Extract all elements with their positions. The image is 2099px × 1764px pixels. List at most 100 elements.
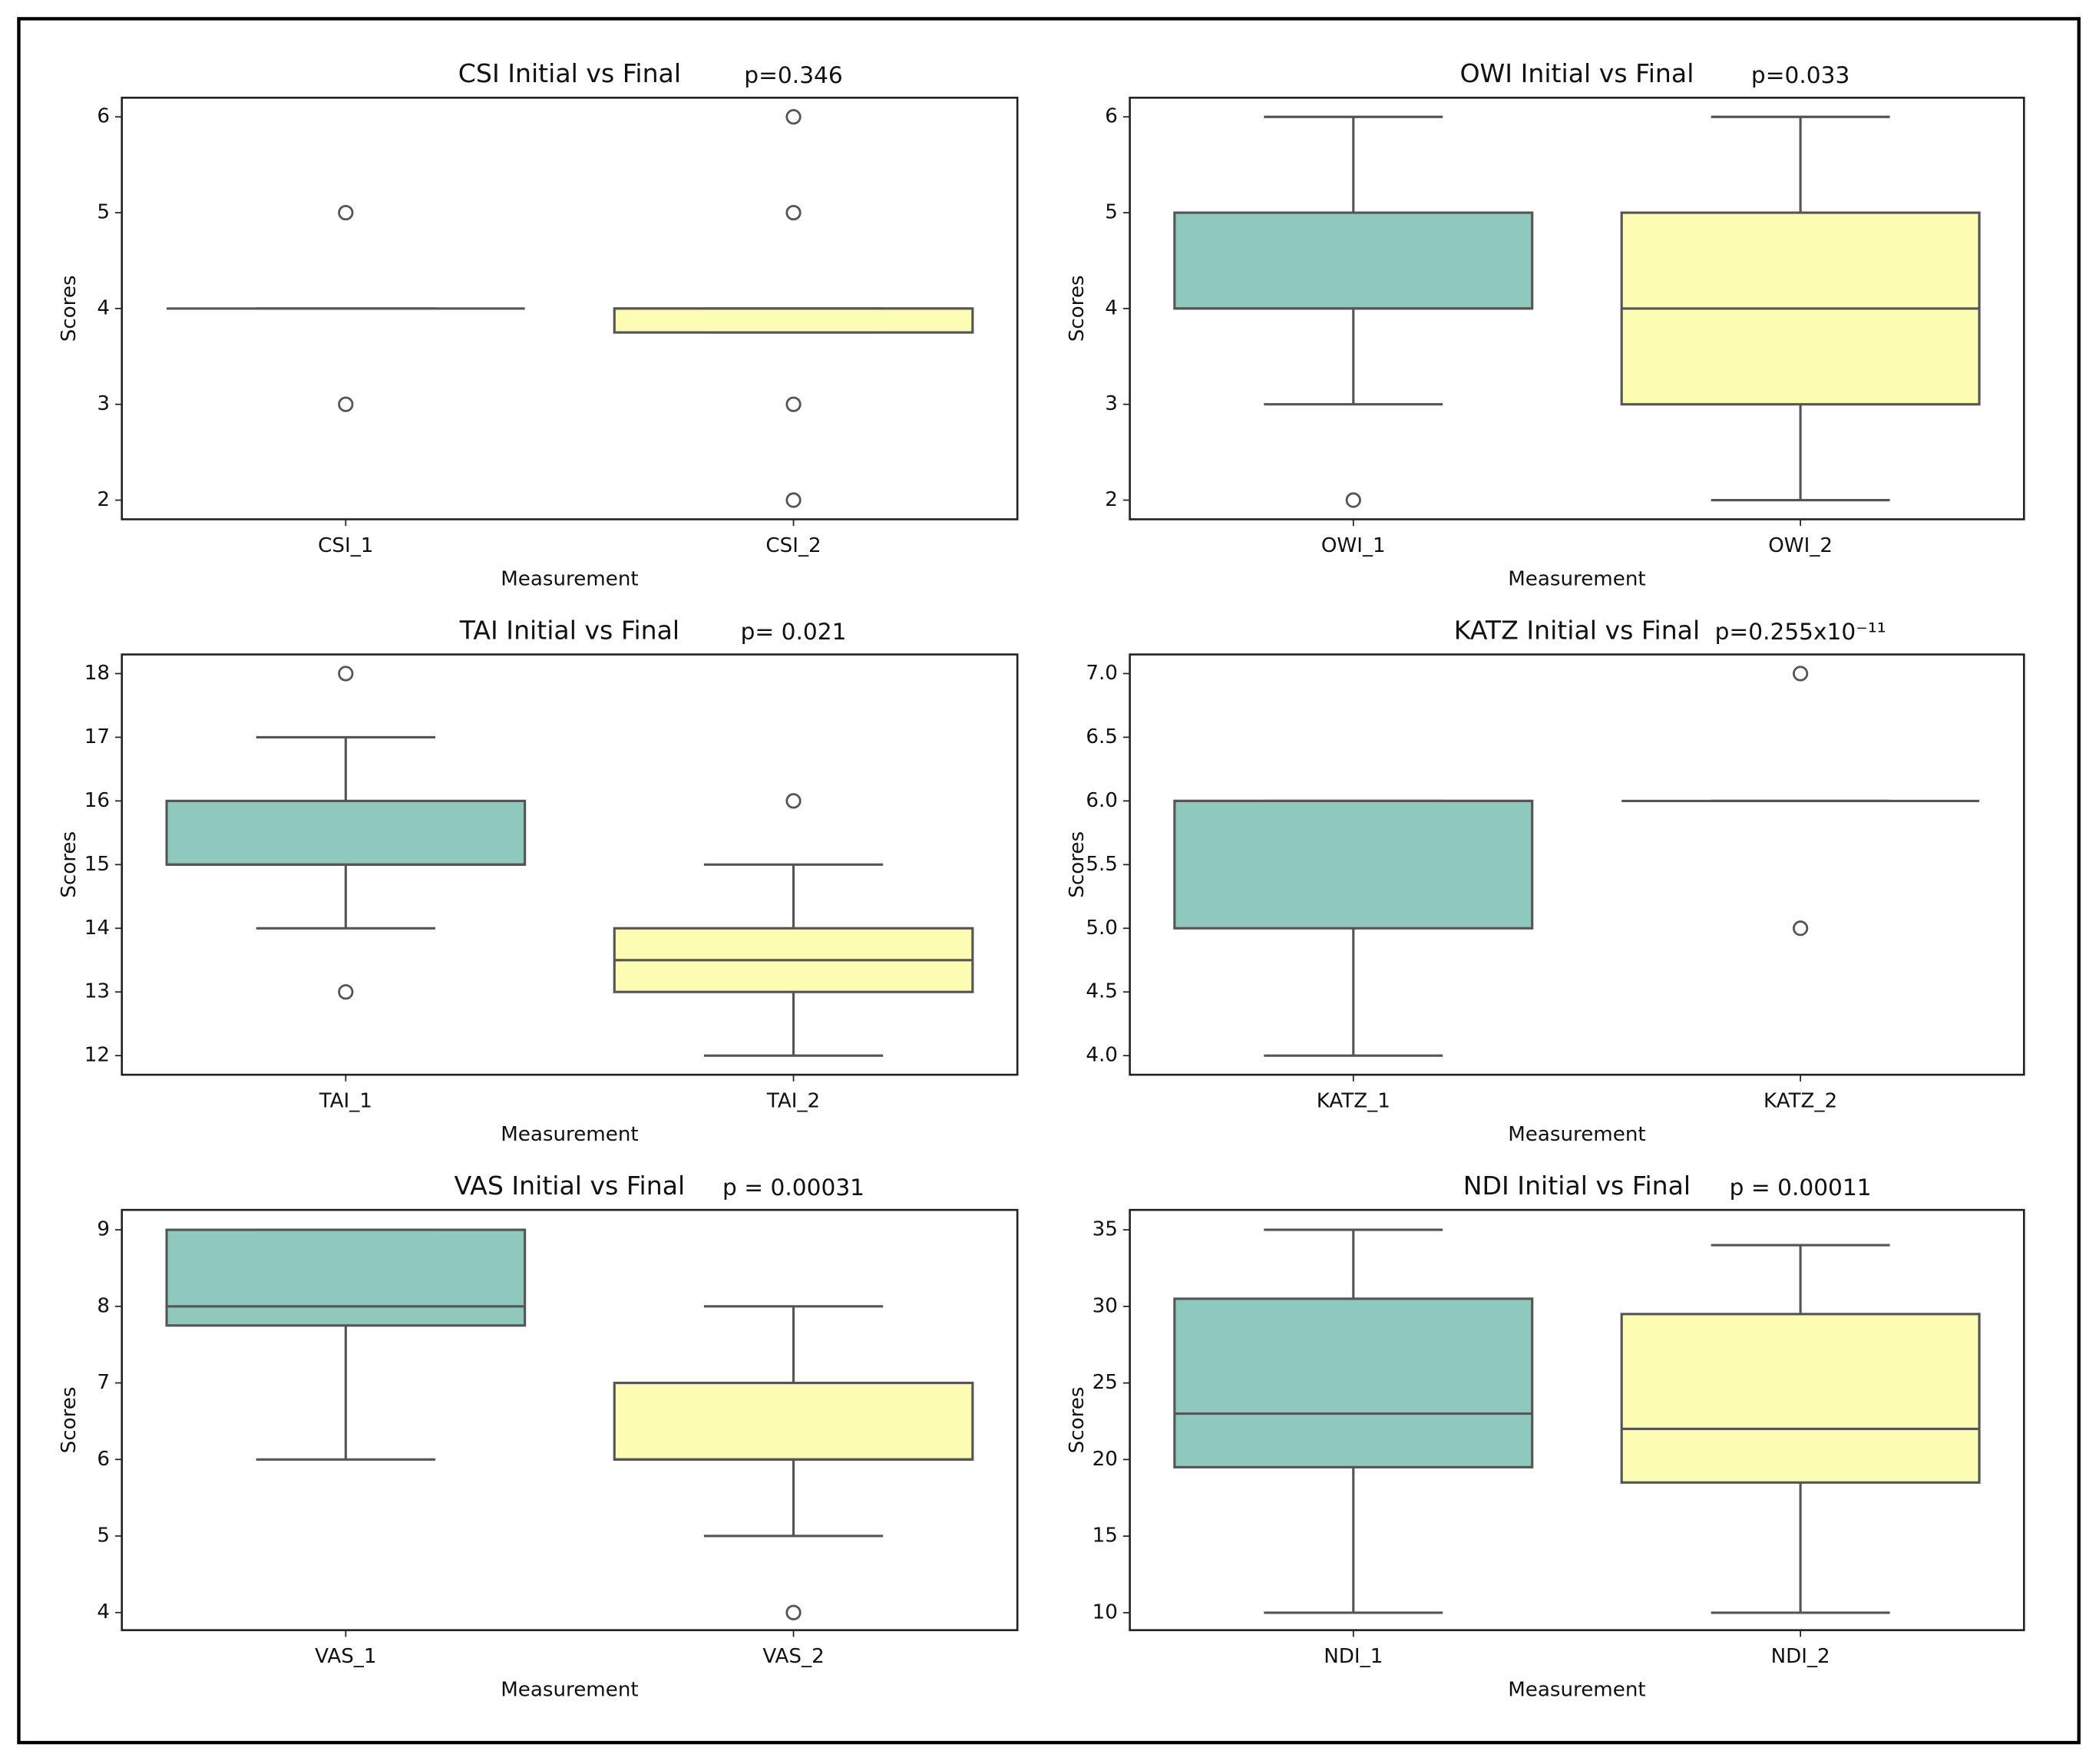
y-tick-label: 8 [97,1294,110,1317]
y-tick-label: 4 [97,296,110,319]
x-tick-label: OWI_1 [1321,534,1386,557]
subplot: TAI Initial vs Final p= 0.021 Measurement S… [58,615,1019,1146]
subplot: VAS Initial vs Final p = 0.00031 Measureme… [58,1171,1019,1702]
y-axis-label: Scores [1066,831,1089,898]
box [165,799,527,866]
y-axis-label: Scores [58,1386,81,1453]
outlier [1793,666,1809,682]
x-axis-label: Measurement [1508,1679,1645,1702]
outlier [785,793,802,809]
y-tick-label: 4 [1105,296,1118,319]
subplot: NDI Initial vs Final p = 0.00011 Measureme… [1066,1171,2025,1702]
box [613,1381,974,1461]
y-tick-label: 5 [1105,201,1118,224]
y-axis-label: Scores [1066,1386,1089,1453]
x-axis-label: Measurement [1508,1123,1645,1146]
p-value: p = 0.00011 [1730,1174,1872,1201]
axes-frame [1129,96,2025,520]
y-tick-label: 15 [1092,1525,1118,1548]
axes-frame [121,653,1019,1076]
p-value: p=0.346 [744,61,842,88]
subplot-title: OWI Initial vs Final [1460,58,1694,88]
y-axis-label: Scores [58,275,81,342]
subplot-title: KATZ Initial vs Final [1454,615,1700,645]
y-tick-label: 6 [97,105,110,128]
y-tick-label: 5 [97,201,110,224]
axes-frame [1129,1208,2025,1631]
outlier [785,204,802,221]
y-tick-label: 3 [1105,392,1118,415]
p-value: p=0.255x10⁻¹¹ [1715,618,1886,645]
subplot: CSI Initial vs Final p=0.346 Measurement Sc… [58,58,1019,590]
y-tick-label: 10 [1092,1600,1118,1624]
box [613,307,974,334]
y-tick-label: 15 [84,853,110,876]
y-tick-label: 6 [1105,105,1118,128]
y-tick-label: 2 [97,488,110,511]
x-axis-label: Measurement [501,1679,638,1702]
y-tick-label: 7.0 [1086,662,1118,685]
x-tick-label: TAI_2 [766,1089,820,1112]
box [1173,1297,1534,1468]
subplot-title: CSI Initial vs Final [458,58,681,88]
y-tick-label: 16 [84,789,110,812]
y-tick-label: 9 [97,1218,110,1241]
x-tick-label: VAS_2 [762,1645,824,1668]
x-tick-label: TAI_1 [319,1089,372,1112]
frame [17,17,2081,1745]
y-tick-label: 7 [97,1371,110,1394]
outlier [785,1604,802,1620]
x-tick-label: CSI_1 [318,534,373,557]
x-tick-label: NDI_1 [1324,1645,1383,1668]
outlier [785,492,802,508]
y-tick-label: 2 [1105,488,1118,511]
box [1173,211,1534,310]
y-tick-label: 13 [84,980,110,1003]
x-tick-label: OWI_2 [1768,534,1833,557]
y-tick-label: 4 [97,1600,110,1624]
subplot-title: VAS Initial vs Final [455,1171,686,1201]
subplot-title: TAI Initial vs Final [459,615,679,645]
outlier [1345,492,1361,508]
outlier [338,396,354,412]
x-tick-label: KATZ_1 [1317,1089,1390,1112]
p-value: p=0.033 [1751,61,1849,88]
p-value: p= 0.021 [741,618,847,645]
outlier [785,396,802,412]
y-tick-label: 3 [97,392,110,415]
y-tick-label: 30 [1092,1294,1118,1317]
outlier [785,109,802,125]
outlier [338,204,354,221]
box [1620,1313,1981,1484]
y-tick-label: 4.5 [1086,980,1118,1003]
y-tick-label: 17 [84,725,110,748]
subplot-title: NDI Initial vs Final [1463,1171,1691,1201]
axes-frame [121,96,1019,520]
x-tick-label: KATZ_2 [1763,1089,1837,1112]
box [165,1228,527,1327]
y-tick-label: 5.0 [1086,917,1118,940]
y-tick-label: 14 [84,917,110,940]
outlier [1793,920,1809,937]
y-tick-label: 4.0 [1086,1044,1118,1067]
subplot: KATZ Initial vs Final p=0.255x10⁻¹¹ Measur… [1066,615,2025,1146]
y-axis-label: Scores [1066,275,1089,342]
y-tick-label: 25 [1092,1371,1118,1394]
y-tick-label: 6 [97,1448,110,1471]
y-tick-label: 18 [84,662,110,685]
x-axis-label: Measurement [1508,567,1645,590]
box [1173,799,1534,930]
x-tick-label: CSI_2 [765,534,821,557]
axes-frame [1129,653,2025,1076]
y-tick-label: 6.5 [1086,725,1118,748]
y-tick-label: 5.5 [1086,853,1118,876]
y-tick-label: 12 [84,1044,110,1067]
x-axis-label: Measurement [501,567,638,590]
y-axis-label: Scores [58,831,81,898]
x-tick-label: VAS_1 [315,1645,376,1668]
x-axis-label: Measurement [501,1123,638,1146]
axes-frame [121,1208,1019,1631]
y-tick-label: 5 [97,1524,110,1547]
outlier [338,666,354,682]
